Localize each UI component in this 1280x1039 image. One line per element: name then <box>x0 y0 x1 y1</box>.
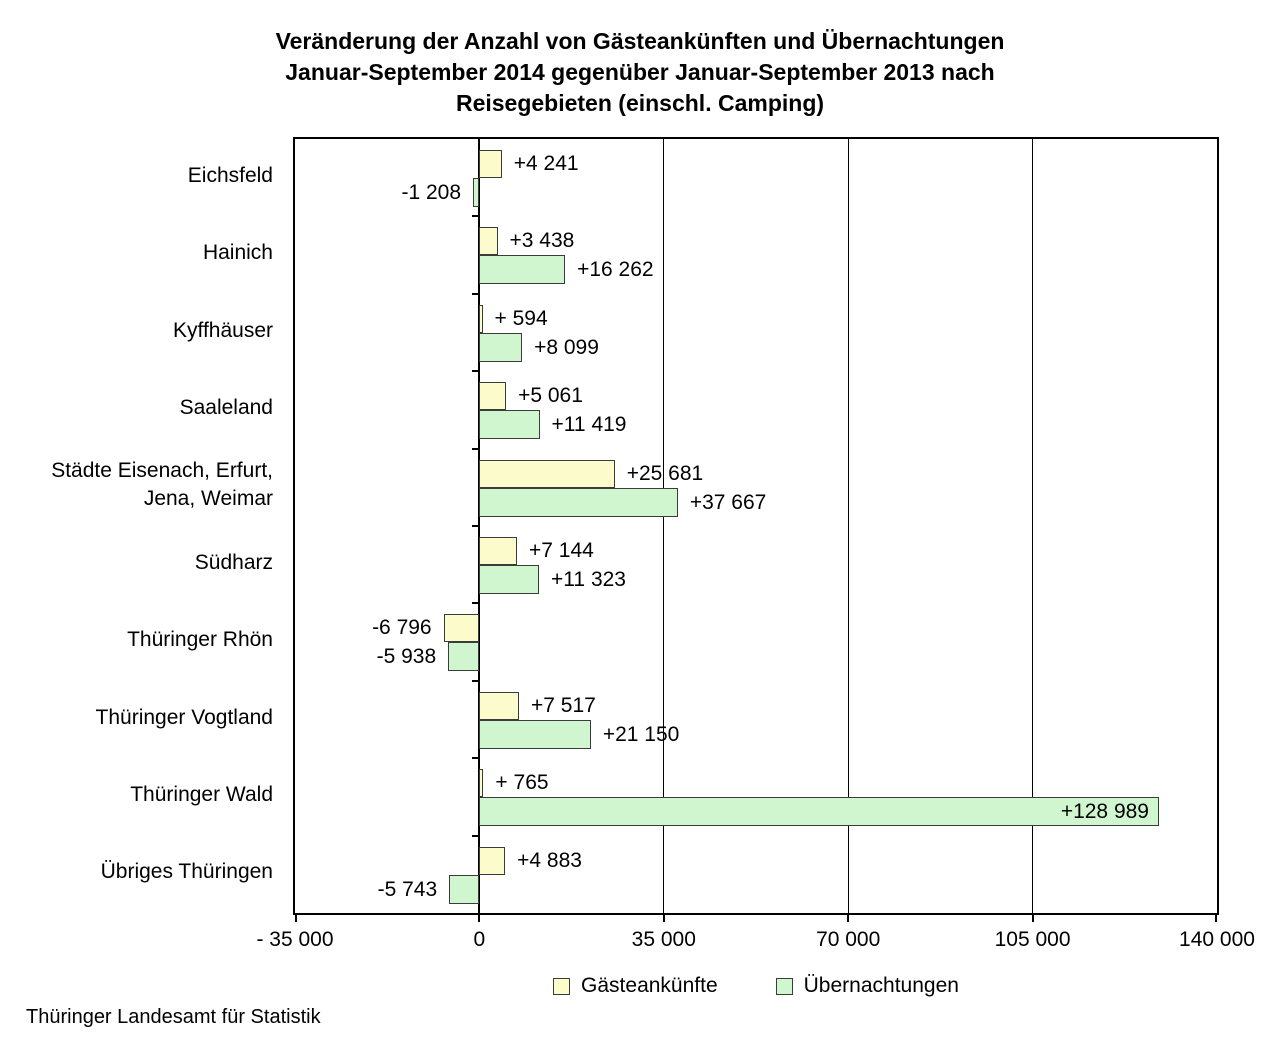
category-label: Thüringer Vogtland <box>95 705 273 729</box>
bar-value-label: + 594 <box>494 306 548 330</box>
bar-übernachtungen <box>479 797 1159 827</box>
bar-value-label: -5 743 <box>377 877 438 901</box>
bar-value-label: +128 989 <box>1060 800 1149 824</box>
bar-gästeankünfte <box>479 537 518 565</box>
legend: Gästeankünfte Übernachtungen <box>293 974 1219 998</box>
x-tick-label: 105 000 <box>994 928 1071 951</box>
legend-swatch-icon <box>553 977 571 995</box>
x-tick-label: 70 000 <box>816 928 881 951</box>
source-note: Thüringer Landesamt für Statistik <box>26 1006 321 1028</box>
bar-gästeankünfte <box>479 691 519 720</box>
bar-value-label: +21 150 <box>602 722 680 746</box>
category-label: Südharz <box>194 550 273 574</box>
bar-value-label: + 765 <box>495 771 549 795</box>
bar-übernachtungen <box>479 719 591 749</box>
category-label: Übriges Thüringen <box>100 860 273 884</box>
category-tick <box>472 370 479 373</box>
bar-value-label: +11 419 <box>551 413 627 437</box>
x-axis: - 35 000 0 35 000 70 000 105 000 140 000 <box>0 928 1280 960</box>
category-tick <box>472 292 479 295</box>
legend-label: Übernachtungen <box>803 974 959 997</box>
x-axis-tick <box>847 913 850 922</box>
bar-übernachtungen <box>479 487 678 517</box>
category-axis: Eichsfeld Hainich Kyffhäuser Saaleland Städt… <box>0 137 273 915</box>
legend-item: Gästeankünfte <box>553 974 718 998</box>
bar-gästeankünfte <box>479 846 506 875</box>
bar-gästeankünfte <box>443 614 480 643</box>
legend-swatch-icon <box>775 977 793 995</box>
bar-übernachtungen <box>449 874 480 904</box>
category-tick <box>472 834 479 837</box>
bar-gästeankünfte <box>479 150 502 178</box>
bar-value-label: -1 208 <box>401 181 462 204</box>
gridline <box>663 139 665 913</box>
category-tick <box>472 757 479 760</box>
gridline <box>1032 139 1034 913</box>
bar-value-label: +7 517 <box>531 693 596 717</box>
bar-gästeankünfte <box>479 304 483 333</box>
bar-value-label: +3 438 <box>509 229 575 253</box>
legend-item: Übernachtungen <box>775 974 959 998</box>
bar-value-label: -5 938 <box>376 645 437 669</box>
bar-gästeankünfte <box>479 459 615 488</box>
x-tick-label: 35 000 <box>631 928 696 951</box>
category-label: Saaleland <box>179 395 273 419</box>
legend-label: Gästeankünfte <box>581 974 718 997</box>
x-axis-tick <box>478 913 481 922</box>
bar-value-label: +8 099 <box>534 335 599 359</box>
bar-value-label: +16 262 <box>577 258 654 282</box>
bar-value-label: +4 883 <box>517 848 582 872</box>
category-label: Kyffhäuser <box>172 318 273 342</box>
bar-value-label: -6 796 <box>372 616 432 640</box>
bar-gästeankünfte <box>479 227 498 256</box>
x-axis-tick <box>662 913 665 922</box>
bar-value-label: +7 144 <box>529 539 594 562</box>
bar-übernachtungen <box>448 642 480 672</box>
bar-übernachtungen <box>479 332 523 362</box>
bar-value-label: +11 323 <box>551 568 626 591</box>
category-tick <box>472 447 479 450</box>
bar-value-label: +4 241 <box>513 152 579 175</box>
x-tick-label: - 35 000 <box>256 928 334 951</box>
category-label: Hainich <box>202 241 273 265</box>
category-label: Thüringer Rhön <box>127 628 273 652</box>
x-tick-label: 0 <box>473 928 486 951</box>
plot-area: +4 241 +3 438 + 594 +5 061 +25 681 +7 144 -6 7… <box>293 137 1219 922</box>
category-tick <box>472 215 479 218</box>
gridline <box>847 139 849 913</box>
x-axis-tick <box>1031 913 1034 922</box>
bar-value-label: +5 061 <box>518 384 583 408</box>
bar-value-label: +25 681 <box>626 461 704 485</box>
x-axis-tick <box>295 913 297 922</box>
x-tick-label: 140 000 <box>1179 928 1255 951</box>
bar-gästeankünfte <box>479 769 484 798</box>
category-label: Eichsfeld <box>187 163 273 187</box>
zero-axis-line <box>478 139 481 913</box>
category-label: Städte Eisenach, Erfurt, Jena, Weimar <box>51 459 273 511</box>
category-tick <box>472 525 479 527</box>
category-label: Thüringer Wald <box>130 782 273 806</box>
bar-übernachtungen <box>479 255 566 285</box>
bar-gästeankünfte <box>479 382 507 411</box>
category-tick <box>472 679 479 682</box>
bar-übernachtungen <box>479 410 540 440</box>
bar-übernachtungen <box>473 178 480 207</box>
chart-title: Veränderung der Anzahl von Gästeankünfte… <box>275 28 1005 116</box>
bar-übernachtungen <box>479 565 540 594</box>
x-axis-tick <box>1215 913 1217 922</box>
category-tick <box>472 602 479 605</box>
bar-value-label: +37 667 <box>689 490 767 514</box>
